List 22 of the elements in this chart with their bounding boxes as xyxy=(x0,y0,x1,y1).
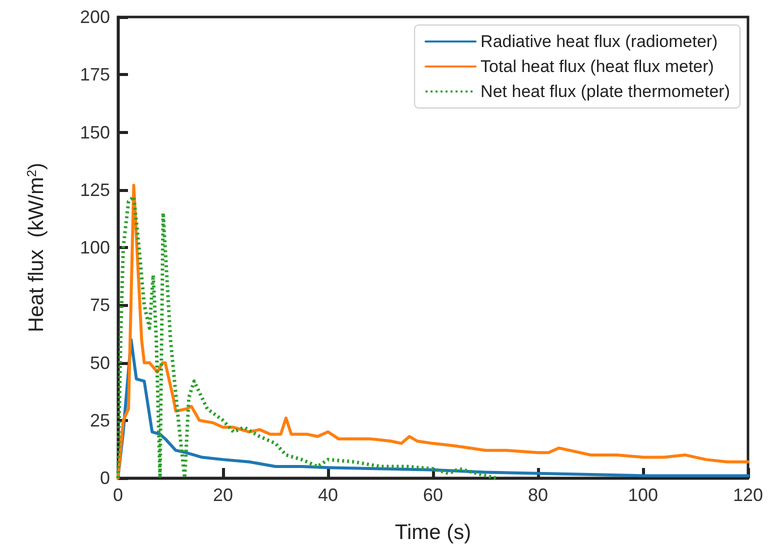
y-tick-label: 100 xyxy=(80,238,110,258)
y-tick-label: 75 xyxy=(90,295,110,316)
x-tick-label: 40 xyxy=(318,485,338,505)
legend-label: Net heat flux (plate thermometer) xyxy=(480,82,730,101)
x-tick-label: 100 xyxy=(628,485,658,505)
y-tick-label: 125 xyxy=(80,180,110,200)
y-tick-label: 150 xyxy=(80,122,110,142)
x-tick-label: 120 xyxy=(732,485,764,505)
x-tick-label: 0 xyxy=(112,485,124,505)
x-axis-title: Time (s) xyxy=(394,521,472,544)
y-tick-label: 200 xyxy=(80,7,110,27)
y-tick-label: 25 xyxy=(90,410,110,430)
y-tick-label: 175 xyxy=(80,64,110,85)
line-series xyxy=(116,195,498,480)
legend-label: Total heat flux (heat flux meter) xyxy=(480,57,714,76)
legend-label: Radiative heat flux (radiometer) xyxy=(480,32,718,51)
x-tick-label: 20 xyxy=(212,485,234,505)
x-tick-label: 80 xyxy=(528,485,548,505)
x-tick-label: 60 xyxy=(422,485,444,505)
y-tick-label: 0 xyxy=(100,468,110,488)
y-tick-label: 50 xyxy=(90,352,110,373)
y-axis-title: Heat flux (kW/m2) xyxy=(24,162,48,332)
